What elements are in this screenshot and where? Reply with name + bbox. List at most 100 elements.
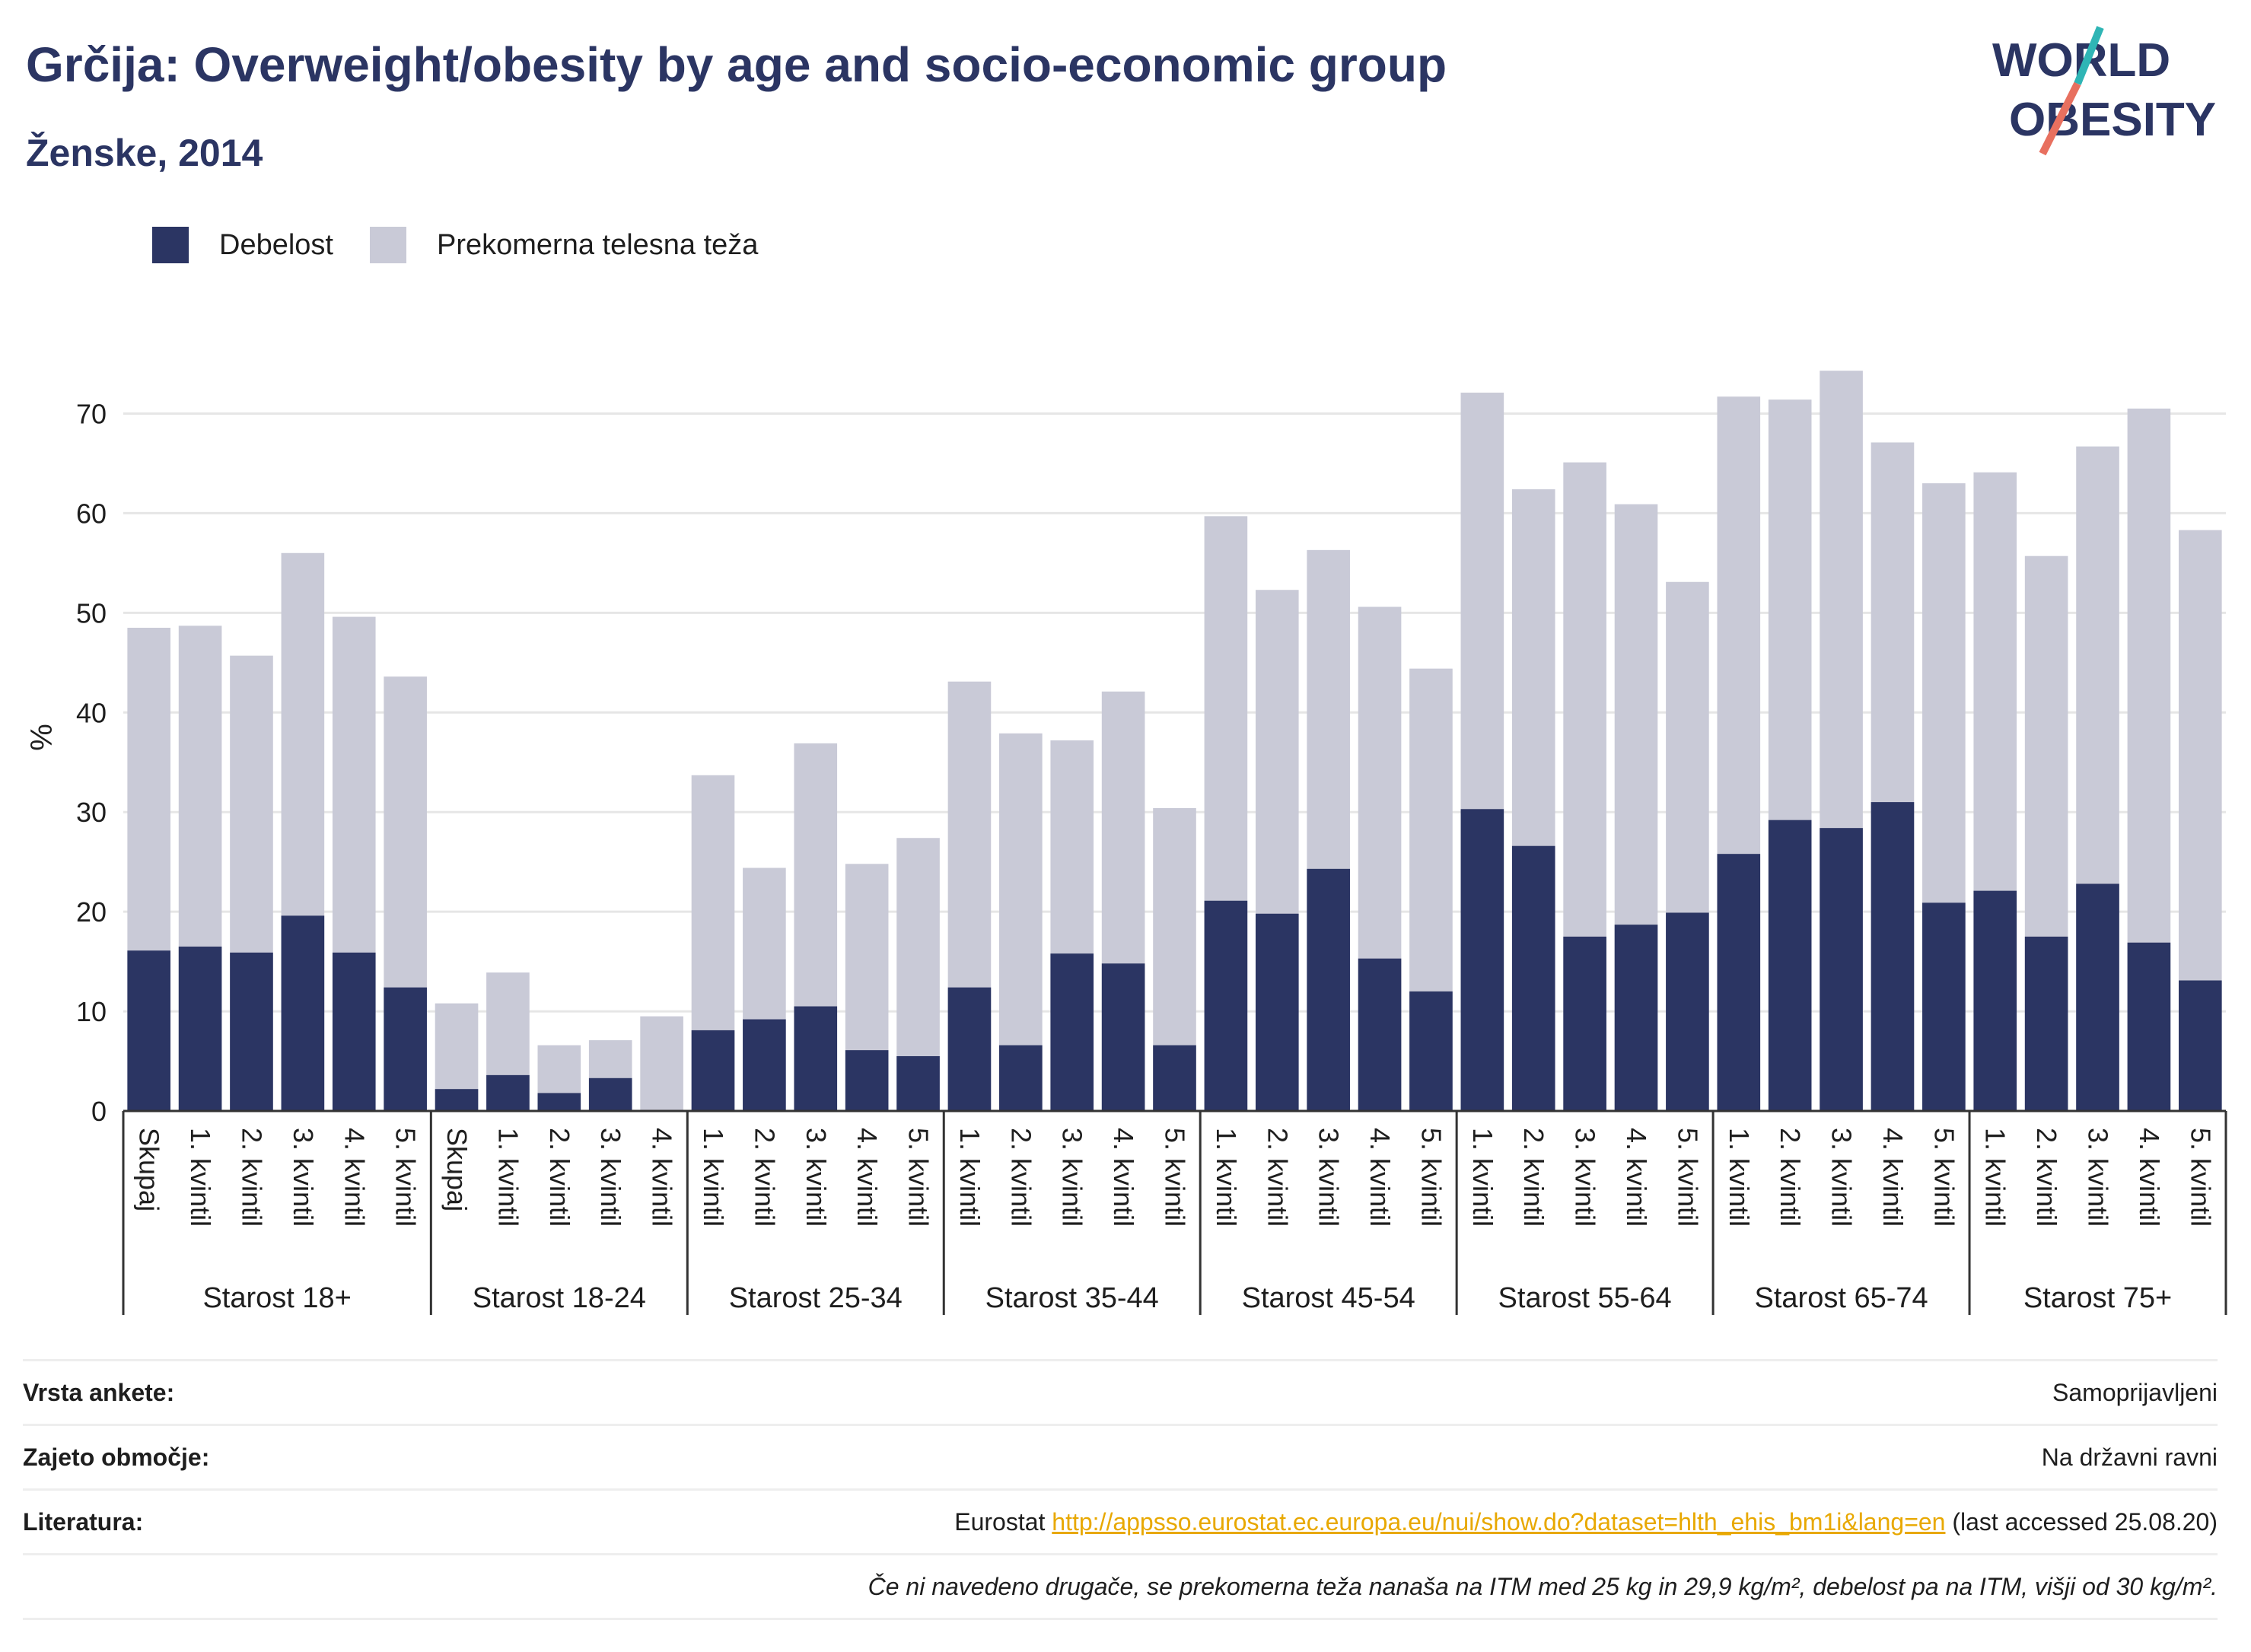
- legend-label-overweight: Prekomerna telesna teža: [436, 228, 759, 261]
- bar-obesity: [1307, 868, 1350, 1111]
- bar-obesity: [896, 1055, 940, 1111]
- x-tick-label: 3. kvintil: [1826, 1128, 1858, 1227]
- bar-obesity: [537, 1093, 581, 1111]
- x-tick-label: 1. kvintil: [1211, 1128, 1242, 1227]
- bar-obesity: [1153, 1045, 1196, 1111]
- metadata-table: Vrsta ankete: Samoprijavljeni Zajeto obm…: [23, 1359, 2218, 1620]
- meta-label-coverage: Zajeto območje:: [23, 1443, 210, 1471]
- x-tick-label: 1. kvintil: [1467, 1128, 1498, 1227]
- bar-obesity: [1563, 936, 1606, 1111]
- group-label: Starost 65-74: [1755, 1282, 1928, 1314]
- meta-row-coverage: Zajeto območje: Na državni ravni: [23, 1424, 2218, 1488]
- bar-obesity: [947, 987, 992, 1111]
- bar-obesity: [2179, 980, 2222, 1111]
- bar-obesity: [1101, 963, 1145, 1111]
- x-tick-label: 5. kvintil: [1415, 1128, 1447, 1227]
- stacked-bar-chart: 0 10 20 30 40 50 60 70% Skupaj 1. kvintil 2. kvint…: [25, 371, 2227, 1315]
- x-tick-label: 1. kvintil: [954, 1128, 985, 1227]
- bar-obesity: [435, 1089, 479, 1111]
- literature-suffix: (last accessed 25.08.20): [1945, 1507, 2218, 1536]
- x-tick-label: 3. kvintil: [801, 1128, 832, 1227]
- page-subtitle: Ženske, 2014: [26, 132, 263, 174]
- group-label: Starost 18-24: [473, 1282, 646, 1314]
- bar-obesity: [1614, 925, 1658, 1111]
- x-tick-label: 2. kvintil: [1518, 1128, 1549, 1227]
- legend-item-overweight: Prekomerna telesna teža: [369, 227, 759, 263]
- x-tick-label: 4. kvintil: [339, 1128, 370, 1227]
- x-tick-label: 1. kvintil: [492, 1128, 524, 1227]
- meta-row-note: Če ni navedeno drugače, se prekomerna te…: [23, 1553, 2218, 1620]
- meta-label-survey-type: Vrsta ankete:: [23, 1378, 175, 1406]
- bar-obesity: [127, 950, 170, 1111]
- y-tick-label: 0: [91, 1096, 107, 1127]
- x-tick-label: 2. kvintil: [1005, 1128, 1036, 1227]
- bar-obesity: [486, 1074, 530, 1111]
- bar-obesity: [1204, 900, 1248, 1111]
- bar-obesity: [384, 987, 427, 1111]
- x-tick-label: 2. kvintil: [236, 1128, 267, 1227]
- bar-obesity: [230, 952, 273, 1111]
- bar-obesity: [1050, 953, 1094, 1111]
- x-tick-label: 1. kvintil: [1724, 1128, 1755, 1227]
- legend-swatch-obesity: [152, 227, 189, 263]
- x-tick-label: 1. kvintil: [698, 1128, 729, 1227]
- x-tick-label: 3. kvintil: [2083, 1128, 2114, 1227]
- meta-row-literature: Literatura: Eurostat http://appsso.euros…: [23, 1488, 2218, 1553]
- bar-obesity: [588, 1077, 632, 1111]
- x-tick-label: 2. kvintil: [1262, 1128, 1293, 1227]
- world-obesity-logo: WORLD OBESITY: [1992, 26, 2216, 156]
- x-tick-label: 1. kvintil: [1980, 1128, 2011, 1227]
- bar-obesity: [1460, 809, 1504, 1111]
- logo-slash-coral: [2039, 81, 2081, 156]
- x-tick-label: 2. kvintil: [1775, 1128, 1806, 1227]
- bar-obesity: [999, 1045, 1043, 1111]
- x-tick-label: 4. kvintil: [647, 1128, 678, 1227]
- bar-obesity: [743, 1019, 786, 1111]
- bar-obesity: [845, 1050, 889, 1111]
- chart-legend: Debelost Prekomerna telesna teža: [152, 227, 794, 263]
- x-tick-label: 5. kvintil: [903, 1128, 934, 1227]
- bar-obesity: [1666, 912, 1709, 1111]
- group-label: Starost 75+: [2023, 1282, 2172, 1314]
- bar-obesity: [332, 952, 376, 1111]
- literature-link[interactable]: http://appsso.eurostat.ec.europa.eu/nui/…: [1052, 1507, 1946, 1536]
- x-tick-label: 5. kvintil: [1672, 1128, 1703, 1227]
- x-tick-label: 2. kvintil: [749, 1128, 780, 1227]
- bar-overweight: [640, 1016, 683, 1111]
- meta-value-literature: Eurostat http://appsso.eurostat.ec.europ…: [954, 1508, 2218, 1536]
- x-tick-label: 5. kvintil: [390, 1128, 422, 1227]
- x-tick-label: 3. kvintil: [1057, 1128, 1088, 1227]
- bar-obesity: [1973, 890, 2017, 1111]
- bar-obesity: [2127, 942, 2171, 1111]
- x-tick-label: 3. kvintil: [288, 1128, 319, 1227]
- bar-obesity: [1255, 913, 1299, 1111]
- literature-prefix: Eurostat: [954, 1507, 1052, 1536]
- y-tick-label: 10: [76, 996, 107, 1027]
- group-label: Starost 55-64: [1498, 1282, 1672, 1314]
- y-tick-label: 30: [76, 797, 107, 828]
- x-tick-label: 4. kvintil: [1108, 1128, 1139, 1227]
- logo-slash-teal: [2074, 26, 2104, 85]
- group-label: Starost 18+: [202, 1282, 351, 1314]
- bar-obesity: [1511, 845, 1555, 1111]
- x-tick-label: 1. kvintil: [185, 1128, 216, 1227]
- x-tick-label: 4. kvintil: [1621, 1128, 1652, 1227]
- bar-obesity: [1409, 991, 1453, 1111]
- x-tick-label: 2. kvintil: [544, 1128, 575, 1227]
- x-tick-label: Skupaj: [134, 1128, 165, 1211]
- group-label: Starost 45-54: [1242, 1282, 1415, 1314]
- x-tick-label: 3. kvintil: [595, 1128, 626, 1227]
- y-tick-label: 40: [76, 697, 107, 728]
- page-title: Grčija: Overweight/obesity by age and so…: [26, 37, 1447, 92]
- x-tick-label: 5. kvintil: [1928, 1128, 1960, 1227]
- x-tick-label: 4. kvintil: [2134, 1128, 2165, 1227]
- y-tick-label: 50: [76, 597, 107, 629]
- y-tick-label: 60: [76, 498, 107, 529]
- meta-value-coverage: Na državni ravni: [2041, 1443, 2218, 1471]
- group-label: Starost 35-44: [985, 1282, 1159, 1314]
- x-tick-label: 4. kvintil: [852, 1128, 883, 1227]
- legend-swatch-overweight: [369, 227, 406, 263]
- bar-obesity: [1768, 820, 1812, 1111]
- bar-obesity: [1717, 854, 1761, 1111]
- bar-obesity: [1871, 802, 1915, 1111]
